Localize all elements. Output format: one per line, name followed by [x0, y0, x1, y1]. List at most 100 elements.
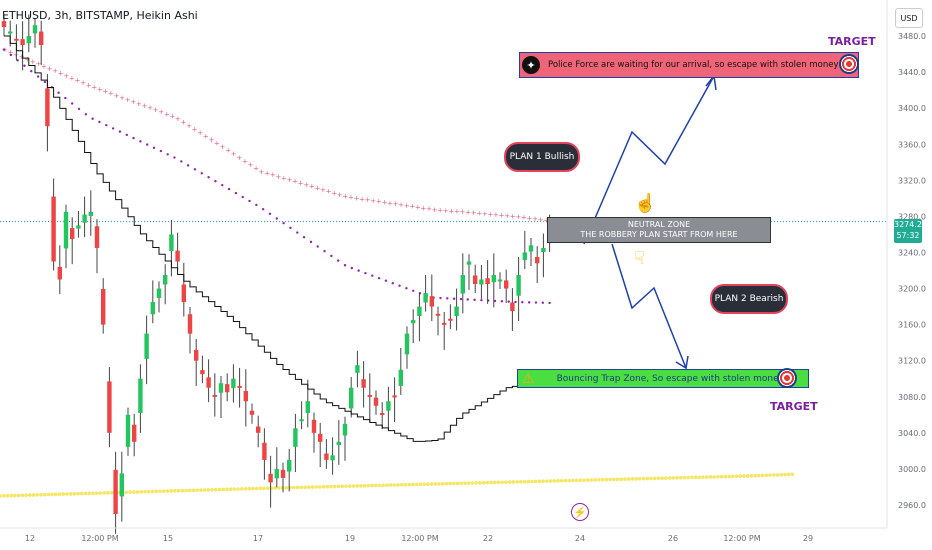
- ma-yellow-dot: [649, 476, 653, 481]
- ma-yellow-dot: [571, 478, 575, 483]
- ma-purple-dot: [473, 298, 476, 302]
- ma-yellow-dot: [559, 478, 564, 483]
- y-tick-label: 3320.0: [898, 176, 926, 185]
- ma-pink-cross: +: [30, 58, 36, 66]
- ma-purple-dot: [336, 259, 340, 262]
- header-sep-3: ,: [129, 9, 137, 22]
- candle-body: [200, 370, 205, 375]
- ma-yellow-dot: [247, 486, 252, 491]
- ma-purple-dot: [466, 298, 469, 301]
- ma-yellow-dot: [731, 474, 735, 479]
- ma-purple-dot: [255, 203, 258, 207]
- ma-yellow-dot: [790, 472, 795, 477]
- ma-pink-cross: +: [41, 63, 47, 71]
- ma-yellow-dot: [630, 477, 635, 481]
- x-tick-label: 29: [803, 534, 813, 543]
- ma-yellow-dot: [452, 481, 456, 486]
- candle-body: [262, 442, 267, 460]
- candle-body: [156, 288, 162, 299]
- ma-yellow-dot: [511, 480, 516, 484]
- ma-pink-cross: +: [242, 157, 248, 165]
- ma-purple-dot: [275, 217, 278, 220]
- ma-yellow-dot: [660, 476, 664, 480]
- ma-purple-dot: [412, 289, 415, 292]
- header-sep-2: ,: [68, 9, 76, 22]
- plan2-arrow: [611, 243, 687, 369]
- ma-pink-cross: +: [225, 147, 231, 155]
- time-axis[interactable]: 12 12:00 PM 15 17 19 12:00 PM 22 24 26 12:00 PM 29: [0, 527, 887, 543]
- ma-yellow-dot: [768, 473, 772, 477]
- ma-yellow-dot: [180, 488, 185, 493]
- ma-pink-cross: +: [58, 70, 64, 78]
- currency-badge[interactable]: USD: [895, 8, 923, 28]
- ma-yellow-dot: [347, 484, 352, 488]
- trap-zone-box: ⚠ Bouncing Trap Zone, So escape with sto…: [517, 369, 809, 388]
- ma-pink-cross: +: [270, 171, 276, 179]
- ma-yellow-dot: [399, 483, 404, 487]
- ma-yellow-dot: [292, 485, 296, 490]
- ma-yellow-dot: [61, 492, 66, 496]
- ma-yellow-dot: [355, 484, 359, 488]
- ma-yellow-dot: [626, 477, 631, 481]
- ma-yellow-dot: [273, 486, 278, 490]
- ma-yellow-dot: [1, 494, 6, 498]
- ma-yellow-dot: [578, 478, 583, 483]
- ma-purple-dot: [446, 297, 449, 300]
- ma-yellow-dot: [466, 481, 471, 485]
- price-axis[interactable]: 2960.0 3000.0 3040.0 3080.0 3120.0 3160.0 3200…: [886, 0, 932, 550]
- ma-yellow-dot: [459, 481, 464, 486]
- ma-yellow-dot: [444, 481, 449, 486]
- chart-header[interactable]: ETHUSD, 3h, BITSTAMP, Heikin Ashi: [2, 9, 198, 22]
- ma-yellow-dot: [277, 486, 281, 490]
- ma-pink-cross: +: [381, 199, 387, 207]
- ma-purple-dot: [186, 164, 190, 167]
- ma-yellow-dot: [262, 486, 266, 491]
- ma-pink-cross: +: [292, 178, 298, 186]
- plan2-pill: PLAN 2 Bearish: [710, 284, 788, 314]
- ma-yellow-dot: [734, 474, 739, 479]
- ma-pink-cross: +: [97, 86, 103, 94]
- ma-pink-cross: +: [203, 133, 209, 141]
- plan-arrows: [583, 74, 717, 370]
- ma-pink-cross: +: [437, 206, 443, 214]
- ma-yellow-dot: [161, 489, 166, 493]
- x-tick-label: 12:00 PM: [723, 534, 760, 543]
- ma-yellow-dot: [221, 487, 225, 492]
- ma-yellow-dot: [366, 483, 371, 488]
- ma-yellow-dot: [771, 473, 776, 477]
- lightning-icon[interactable]: ⚡: [571, 503, 589, 521]
- ma-pink-cross: +: [527, 214, 533, 222]
- ma-yellow-dot: [325, 484, 330, 489]
- candle-body: [57, 266, 62, 280]
- ma-yellow-dot: [303, 485, 307, 490]
- candle-body: [373, 397, 379, 406]
- ma-pink-cross: +: [314, 184, 320, 192]
- ma-purple-dot: [152, 146, 156, 150]
- ma-purple-dot: [132, 136, 135, 140]
- ma-yellow-dot: [150, 489, 155, 494]
- candle-body: [268, 473, 273, 483]
- ma-pink-cross: +: [359, 195, 365, 203]
- candle-body: [361, 379, 366, 388]
- ma-pink-cross: +: [404, 202, 410, 210]
- ma-purple-dot: [77, 107, 81, 111]
- candle-body: [138, 378, 143, 413]
- neutral-zone-box: NEUTRAL ZONE THE ROBBERY PLAN START FROM…: [547, 217, 771, 243]
- ma-yellow-dot: [656, 476, 661, 481]
- candle-body: [380, 412, 385, 415]
- candle-body: [32, 25, 38, 34]
- candle-body: [367, 394, 372, 397]
- ma-yellow-dot: [641, 476, 646, 481]
- ma-pink-cross: +: [365, 196, 371, 204]
- ma-pink-cross: +: [181, 118, 187, 126]
- ma-yellow-dot: [437, 482, 441, 486]
- hand-pointing-up-icon: ☝: [634, 193, 657, 213]
- ma-purple-dot: [439, 296, 442, 300]
- ma-pink-cross: +: [236, 154, 242, 162]
- ma-purple-dot: [111, 127, 115, 130]
- y-tick-label: 3040.0: [898, 429, 926, 438]
- ma-purple-dot: [316, 245, 319, 248]
- ma-yellow-dot: [266, 486, 270, 491]
- candle-body: [187, 314, 193, 334]
